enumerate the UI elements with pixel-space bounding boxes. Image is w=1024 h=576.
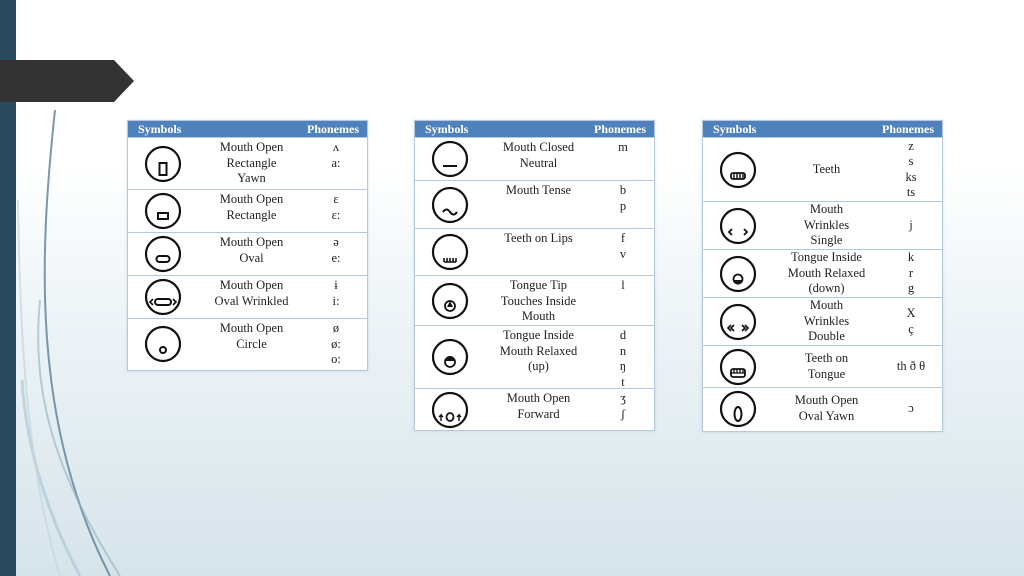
row-label: Mouth Open Oval Wrinkled xyxy=(214,278,289,308)
row-label: Teeth on Lips xyxy=(504,231,573,245)
table-row: Mouth Wrinkles Single j xyxy=(703,201,942,249)
mouth-open-rectangle-yawn-icon xyxy=(144,145,182,182)
row-label: Teeth xyxy=(812,161,841,176)
table-row: Tongue Tip Touches Inside Mouth l xyxy=(415,275,654,325)
teeth-on-tongue-icon xyxy=(719,348,757,385)
mouth-open-forward-icon xyxy=(431,391,469,428)
tongue-inside-mouth-relaxed-down-icon xyxy=(719,255,757,292)
row-phonemes: ɨ i: xyxy=(332,278,340,308)
phoneme-table-1: Symbols Phonemes Mouth Open Rectangle Ya… xyxy=(127,120,368,371)
row-label: Mouth Open Forward xyxy=(506,391,571,421)
table-row: Mouth Open Oval Wrinkled ɨ i: xyxy=(128,275,367,318)
mouth-wrinkles-single-icon xyxy=(719,207,757,244)
teeth-on-lips-icon xyxy=(431,233,469,271)
mouth-closed-neutral-icon xyxy=(431,140,469,178)
row-label: Mouth Open Oval Yawn xyxy=(794,393,859,423)
row-label: Teeth on Tongue xyxy=(804,351,849,381)
row-label: Mouth Wrinkles Double xyxy=(803,298,850,344)
table-row: Mouth Open Forward ʒ ʃ xyxy=(415,388,654,430)
row-label: Mouth Open Oval xyxy=(219,235,284,265)
row-phonemes: b p xyxy=(619,183,627,213)
tongue-inside-mouth-relaxed-up-icon xyxy=(431,338,469,376)
row-label: Tongue Inside Mouth Relaxed (down) xyxy=(787,250,866,296)
row-phonemes: l xyxy=(621,278,625,292)
table-row: Mouth Open Oval ə e: xyxy=(128,232,367,275)
table-row: Mouth Open Rectangle ɛ ɛ: xyxy=(128,189,367,232)
table-header: Symbols Phonemes xyxy=(128,121,367,137)
symbols-header: Symbols xyxy=(425,122,469,136)
row-label: Tongue Inside Mouth Relaxed (up) xyxy=(499,328,578,373)
row-phonemes: ʌ a: xyxy=(331,140,341,170)
table-row: Mouth Open Rectangle Yawn ʌ a: xyxy=(128,137,367,189)
table-row: Mouth Closed Neutral m xyxy=(415,137,654,180)
title-tab-shape xyxy=(0,60,134,102)
mouth-open-oval-wrinkled-icon xyxy=(144,278,182,316)
table-row: Mouth Wrinkles Double X ç xyxy=(703,297,942,345)
row-phonemes: th ð θ xyxy=(896,358,926,373)
row-label: Mouth Tense xyxy=(505,183,572,197)
phonemes-header: Phonemes xyxy=(307,122,359,136)
table-row: Teeth z s ks ts xyxy=(703,137,942,201)
decorative-curves xyxy=(17,109,121,576)
mouth-open-oval-yawn-icon xyxy=(719,390,757,427)
teeth-icon xyxy=(719,151,757,188)
symbols-header: Symbols xyxy=(138,122,182,136)
table-row: Tongue Inside Mouth Relaxed (down) k r g xyxy=(703,249,942,297)
row-phonemes: m xyxy=(618,140,628,154)
table-row: Mouth Open Oval Yawn ɔ xyxy=(703,387,942,429)
row-phonemes: j xyxy=(909,217,913,232)
row-label: Mouth Open Rectangle xyxy=(219,192,284,222)
table-header: Symbols Phonemes xyxy=(703,121,942,137)
row-phonemes: ɛ ɛ: xyxy=(331,192,341,222)
row-label: Tongue Tip Touches Inside Mouth xyxy=(500,278,577,323)
row-phonemes: ɔ xyxy=(908,400,914,415)
table-row: Mouth Open Circle ø ø: o: xyxy=(128,318,367,369)
table-row: Teeth on Tongue th ð θ xyxy=(703,345,942,387)
mouth-open-circle-icon xyxy=(144,325,182,363)
row-phonemes: k r g xyxy=(907,250,915,296)
table-row: Tongue Inside Mouth Relaxed (up) d n ŋ t xyxy=(415,325,654,389)
row-phonemes: d n ŋ t xyxy=(619,328,627,389)
mouth-tense-icon xyxy=(431,186,469,223)
table-row: Mouth Tense b p xyxy=(415,180,654,228)
phoneme-table-3: Symbols Phonemes Teeth z s ks ts Mouth W… xyxy=(702,120,943,432)
phonemes-header: Phonemes xyxy=(594,122,646,136)
symbols-header: Symbols xyxy=(713,122,757,136)
mouth-open-rectangle-icon xyxy=(144,192,182,230)
row-label: Mouth Wrinkles Single xyxy=(803,202,850,248)
mouth-open-oval-icon xyxy=(144,235,182,273)
row-phonemes: ə e: xyxy=(331,235,341,265)
table-row: Teeth on Lips f v xyxy=(415,228,654,275)
mouth-wrinkles-double-icon xyxy=(719,303,757,340)
row-phonemes: z s ks ts xyxy=(905,138,917,200)
row-label: Mouth Open Circle xyxy=(219,321,284,351)
phoneme-table-2: Symbols Phonemes Mouth Closed Neutral m … xyxy=(414,120,655,431)
row-phonemes: ø ø: o: xyxy=(331,321,341,366)
tongue-tip-touches-inside-mouth-icon xyxy=(431,282,469,319)
row-label: Mouth Open Rectangle Yawn xyxy=(219,140,284,185)
row-label: Mouth Closed Neutral xyxy=(502,140,575,170)
left-accent-bar xyxy=(0,0,16,576)
row-phonemes: ʒ ʃ xyxy=(620,391,626,421)
row-phonemes: f v xyxy=(619,231,627,261)
phonemes-header: Phonemes xyxy=(882,122,934,136)
table-header: Symbols Phonemes xyxy=(415,121,654,137)
row-phonemes: X ç xyxy=(906,306,916,336)
